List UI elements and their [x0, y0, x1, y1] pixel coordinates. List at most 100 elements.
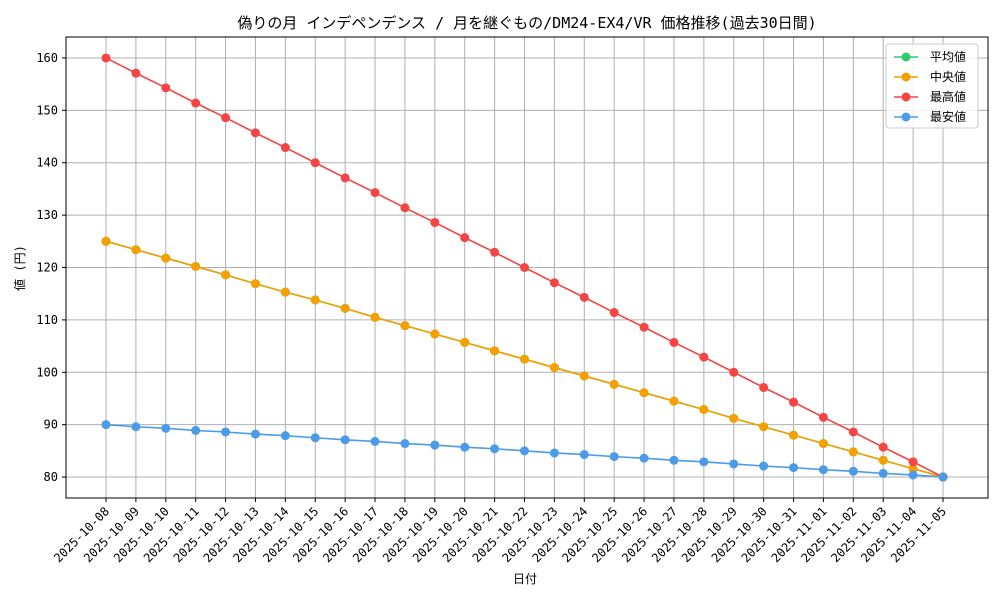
legend-swatch-marker	[901, 92, 911, 102]
data-point	[490, 444, 500, 454]
data-point	[161, 423, 171, 433]
data-point	[579, 450, 589, 460]
data-point	[848, 447, 858, 457]
data-point	[579, 371, 589, 381]
data-point	[639, 322, 649, 332]
y-tick-label: 80	[44, 470, 58, 484]
data-point	[818, 412, 828, 422]
data-point	[191, 261, 201, 271]
legend-label: 最高値	[930, 89, 966, 104]
y-axis-ticks: 80 90 100 110 120 130 140 150 160	[36, 51, 66, 484]
data-point	[908, 470, 918, 480]
data-point	[579, 292, 589, 302]
data-point	[789, 430, 799, 440]
data-point	[789, 397, 799, 407]
legend-label: 中央値	[930, 69, 966, 84]
data-point	[699, 352, 709, 362]
data-point	[490, 247, 500, 257]
data-point	[310, 158, 320, 168]
data-point	[699, 404, 709, 414]
data-point	[848, 466, 858, 476]
data-point	[430, 217, 440, 227]
data-point	[549, 363, 559, 373]
data-point	[520, 446, 529, 456]
data-point	[759, 422, 769, 432]
data-point	[161, 253, 171, 263]
data-point	[669, 337, 679, 347]
legend-swatch-marker	[901, 72, 911, 82]
legend-label: 最安値	[930, 109, 966, 124]
legend-swatch-marker	[901, 112, 911, 122]
data-point	[549, 448, 559, 458]
data-point	[609, 308, 619, 318]
x-axis-ticks: 2025-10-082025-10-092025-10-102025-10-11…	[51, 498, 949, 565]
data-point	[729, 459, 739, 469]
data-point	[221, 113, 231, 123]
series-3	[101, 420, 948, 482]
data-point	[609, 452, 619, 462]
data-point	[370, 312, 380, 322]
data-point	[460, 442, 470, 452]
series-lines	[101, 53, 948, 482]
data-point	[280, 143, 290, 153]
data-point	[280, 431, 290, 441]
data-point	[101, 53, 111, 63]
data-point	[221, 427, 231, 437]
data-point	[878, 468, 888, 478]
data-point	[191, 98, 201, 108]
data-point	[430, 329, 440, 339]
legend-label: 平均値	[930, 49, 966, 64]
legend-swatch-marker	[901, 52, 911, 62]
y-tick-label: 160	[36, 51, 58, 65]
data-point	[101, 236, 111, 246]
data-point	[878, 455, 888, 465]
data-point	[400, 321, 410, 331]
data-point	[221, 270, 231, 280]
data-point	[131, 245, 141, 255]
data-point	[818, 439, 828, 449]
data-point	[310, 295, 320, 305]
data-point	[729, 413, 739, 423]
data-point	[699, 457, 709, 467]
chart-title: 偽りの月 インデペンデンス / 月を継ぐもの/DM24-EX4/VR 価格推移(…	[237, 14, 816, 32]
data-point	[729, 367, 739, 377]
data-point	[340, 173, 350, 183]
data-point	[280, 287, 290, 297]
data-point	[340, 303, 350, 313]
data-point	[250, 128, 260, 138]
y-tick-label: 120	[36, 261, 58, 275]
y-tick-label: 140	[36, 156, 58, 170]
y-axis-label: 値 (円)	[12, 245, 27, 291]
series-1	[101, 236, 948, 482]
data-point	[669, 396, 679, 406]
y-tick-label: 150	[36, 103, 58, 117]
data-point	[520, 263, 529, 272]
data-point	[789, 463, 799, 473]
data-point	[131, 68, 141, 78]
data-point	[549, 278, 559, 288]
data-point	[878, 442, 888, 452]
data-point	[759, 382, 769, 392]
data-point	[400, 203, 410, 213]
data-point	[161, 83, 171, 93]
data-point	[191, 425, 201, 435]
data-point	[250, 429, 260, 439]
data-point	[520, 354, 529, 364]
data-point	[101, 420, 111, 430]
data-point	[490, 346, 500, 356]
data-point	[250, 279, 260, 289]
data-point	[908, 464, 918, 474]
data-point	[609, 379, 619, 389]
x-axis-label: 日付	[513, 572, 537, 586]
y-tick-label: 130	[36, 208, 58, 222]
y-tick-label: 90	[44, 418, 58, 432]
data-point	[639, 453, 649, 463]
data-point	[310, 433, 320, 443]
data-point	[131, 422, 141, 432]
data-point	[400, 439, 410, 449]
y-tick-label: 110	[36, 313, 58, 327]
data-point	[938, 472, 948, 482]
legend-box	[885, 43, 979, 129]
